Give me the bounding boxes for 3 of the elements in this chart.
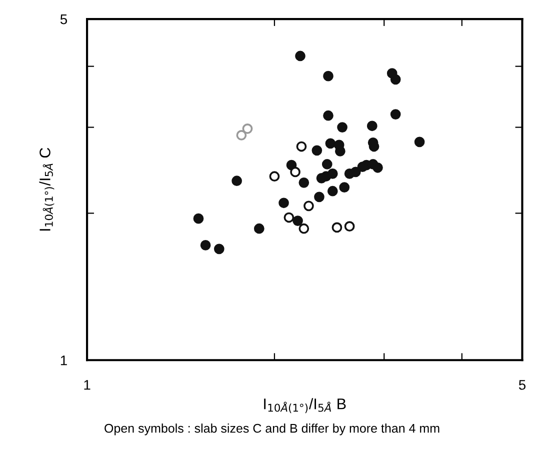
y-axis-title: I$_{10Å(1°)}$/I$_{5Å}$ C (39, 148, 54, 231)
text: Open symbols : slab sizes C and B differ by more than 4 mm (104, 424, 440, 436)
x-axis-title: I$_{10Å(1°)}$/I$_{5Å}$ B (264, 398, 346, 414)
